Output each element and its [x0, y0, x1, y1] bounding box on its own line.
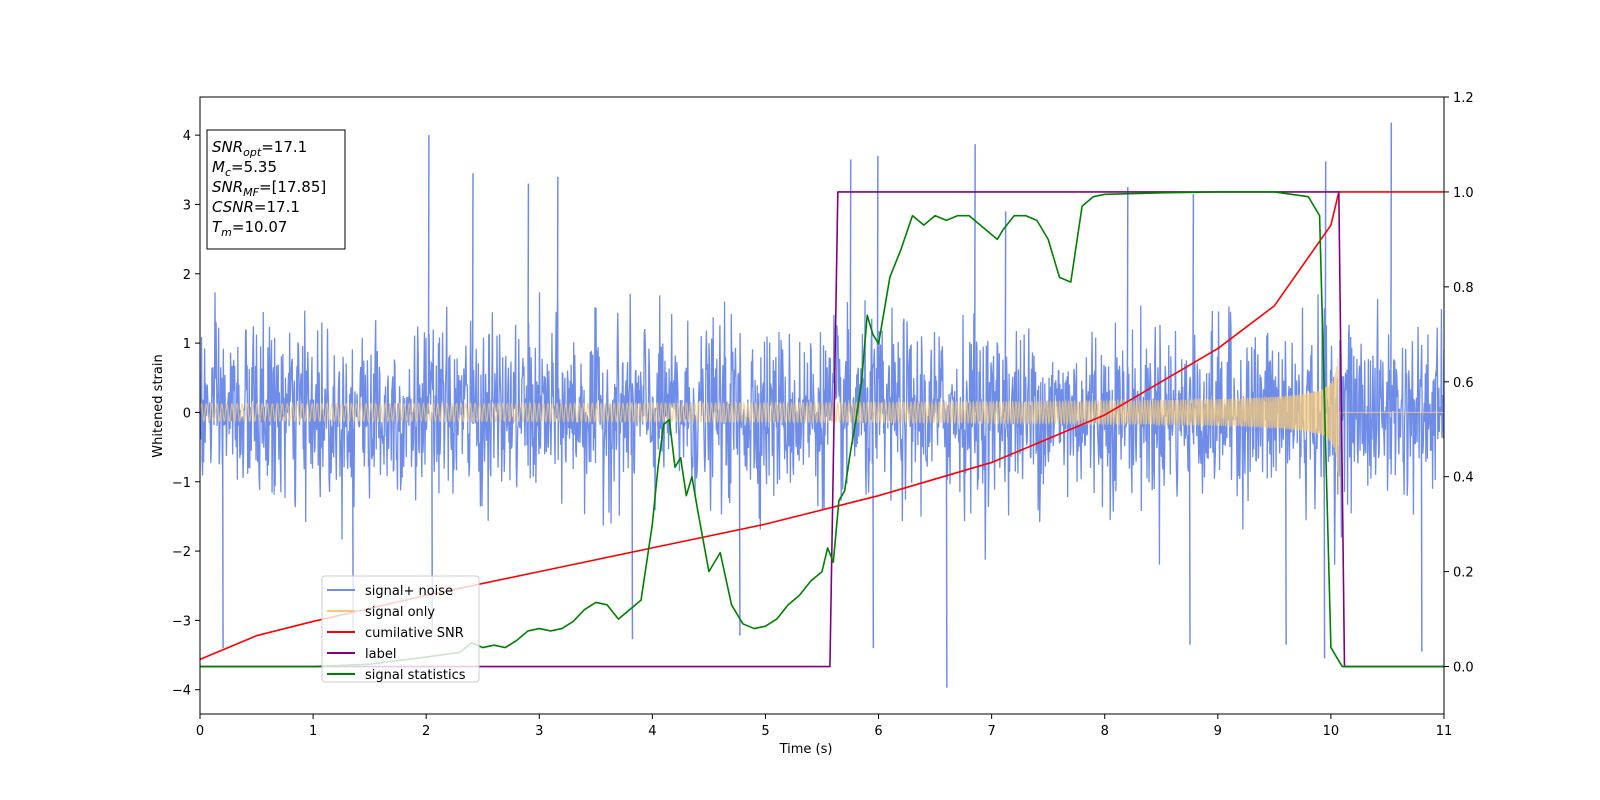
legend-label: label — [365, 647, 396, 662]
y-right-tick-label: 0.8 — [1453, 281, 1474, 296]
x-tick-label: 1 — [309, 724, 317, 739]
info-box-line: Mc=5.35 — [212, 158, 277, 179]
y-left-tick-label: −1 — [172, 476, 191, 491]
y-right-tick-label: 0.0 — [1453, 661, 1474, 676]
x-tick-label: 3 — [535, 724, 543, 739]
x-tick-label: 4 — [648, 724, 656, 739]
legend-label: signal only — [365, 605, 435, 620]
legend-label: signal+ noise — [365, 584, 453, 599]
info-box-line: Tm=10.07 — [212, 218, 287, 239]
info-box: SNRopt=17.1Mc=5.35SNRMF=[17.85]CSNR=17.1… — [206, 129, 346, 250]
info-box-line: CSNR=17.1 — [212, 198, 300, 216]
x-tick-label: 6 — [874, 724, 882, 739]
legend-frame — [321, 575, 480, 683]
y-left-tick-label: −4 — [172, 684, 191, 699]
info-box-line: SNRMF=[17.85] — [212, 178, 326, 199]
series-signal-statistics-line — [200, 191, 1444, 668]
y-left-tick-label: 1 — [183, 337, 191, 352]
info-box-line: SNRopt=17.1 — [212, 138, 307, 159]
y-left-tick-label: 2 — [183, 268, 191, 283]
y-right-tick-label: 1.0 — [1453, 186, 1474, 201]
y-left-tick-label: 4 — [183, 129, 191, 144]
y-left-tick-label: −3 — [172, 614, 191, 629]
x-tick-label: 9 — [1214, 724, 1222, 739]
y-axis-label: Whitened strain — [151, 354, 166, 457]
legend-label: cumilative SNR — [365, 626, 464, 641]
x-tick-label: 10 — [1323, 724, 1340, 739]
y-left-tick-label: −2 — [172, 545, 191, 560]
x-tick-label: 7 — [987, 724, 995, 739]
x-tick-label: 0 — [196, 724, 204, 739]
y-right-tick-label: 1.2 — [1453, 91, 1474, 106]
info-box-frame — [206, 129, 346, 250]
series-signal-noise-line — [200, 292, 1444, 565]
x-tick-label: 2 — [422, 724, 430, 739]
axes-frame — [199, 96, 1445, 715]
axes: 0 1 2 3 4 5 6 7 8 9 10 11 −4 −3 −2 −1 0 1 2 3 4 0.0 0.2 0.4 0.6 0… — [172, 91, 1474, 739]
y-left-tick-label: 0 — [183, 406, 191, 421]
x-tick-label: 11 — [1436, 724, 1453, 739]
series-signal-only-line — [200, 358, 1444, 494]
y-right-tick-label: 0.4 — [1453, 471, 1474, 486]
x-tick-label: 8 — [1101, 724, 1109, 739]
x-axis-label: Time (s) — [779, 742, 833, 757]
y-right-tick-label: 0.6 — [1453, 376, 1474, 391]
legend: signal+ noise signal only cumilative SNR la… — [321, 575, 480, 683]
y-left-tick-label: 3 — [183, 198, 191, 213]
legend-label: signal statistics — [365, 668, 466, 683]
x-tick-label: 5 — [761, 724, 769, 739]
y-right-tick-label: 0.2 — [1453, 566, 1474, 581]
